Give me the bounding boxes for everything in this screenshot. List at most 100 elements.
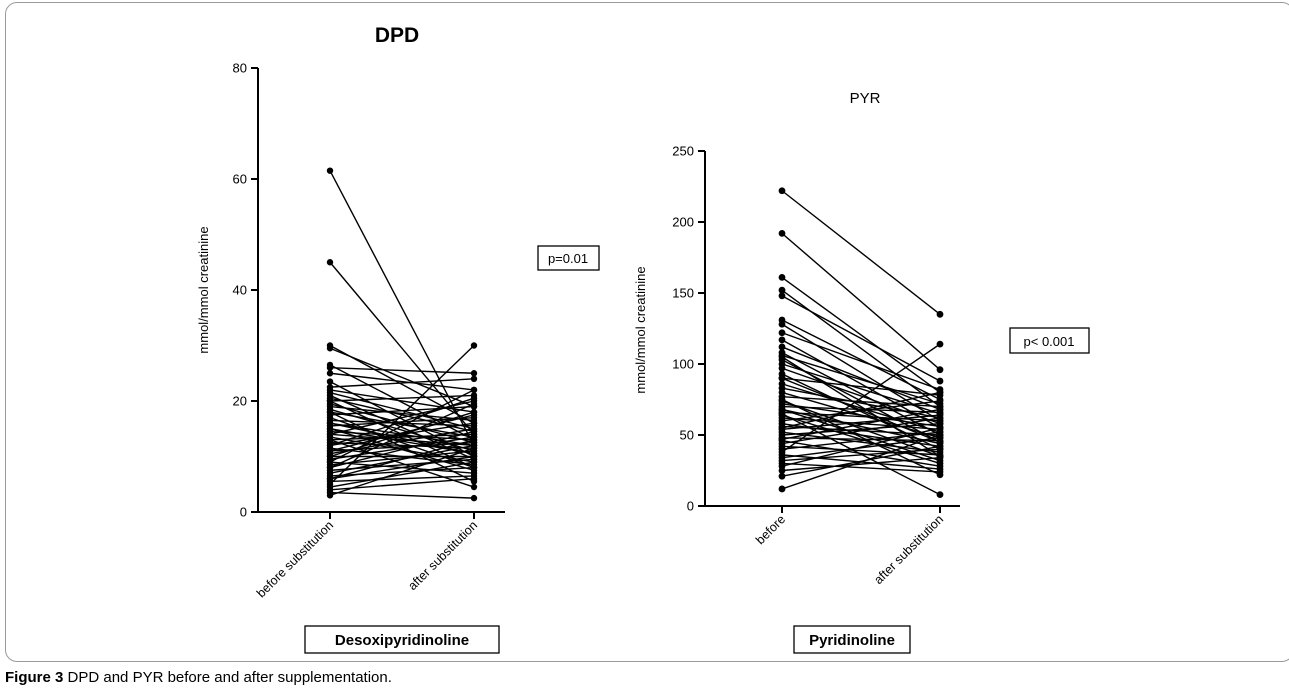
dpd-before-point bbox=[326, 345, 334, 352]
dpd-pair-line bbox=[329, 450, 475, 466]
dpd-before-point bbox=[326, 420, 334, 427]
dpd-pair-line bbox=[329, 414, 475, 452]
dpd-pair-line bbox=[329, 461, 475, 488]
dpd-pair-line bbox=[329, 389, 475, 463]
dpd-x-category-label: after substitution bbox=[405, 518, 480, 593]
pyr-pair-line bbox=[781, 411, 941, 422]
dpd-after-point bbox=[470, 478, 478, 485]
pyr-after-point bbox=[936, 414, 944, 422]
pyr-y-tick-label: 100 bbox=[672, 357, 694, 372]
pyr-x-category-label: before bbox=[753, 512, 788, 547]
dpd-p-value-box: p=0.01 bbox=[537, 245, 600, 271]
pyr-before-point bbox=[778, 329, 786, 337]
dpd-pair-line bbox=[329, 419, 475, 427]
pyr-pair-lines bbox=[781, 190, 941, 496]
pyr-pair-line bbox=[781, 319, 941, 401]
pyr-pair-line bbox=[781, 408, 941, 440]
dpd-y-tick-label: 40 bbox=[233, 283, 247, 298]
dpd-before-point bbox=[326, 475, 334, 482]
dpd-p-value-frame bbox=[537, 245, 600, 271]
dpd-pair-line bbox=[329, 367, 475, 374]
dpd-pair-line bbox=[329, 400, 475, 469]
pyr-y-axis-label: mmol/mmol creatinine bbox=[633, 266, 648, 393]
dpd-after-point bbox=[470, 442, 478, 449]
pyr-group-label: Pyridinoline bbox=[809, 632, 895, 649]
dpd-y-tick-label: 60 bbox=[233, 172, 247, 187]
pyr-p-value-box: p< 0.001 bbox=[1009, 327, 1090, 354]
pyr-pair-line bbox=[781, 352, 941, 436]
pyr-pair-line bbox=[781, 332, 941, 391]
dpd-before-point bbox=[326, 259, 334, 266]
pyr-y-tick-label: 50 bbox=[680, 428, 694, 443]
dpd-pair-line bbox=[329, 455, 475, 480]
pyr-pair-line bbox=[781, 387, 941, 419]
dpd-pair-line bbox=[329, 439, 475, 480]
dpd-before-point bbox=[326, 167, 334, 174]
dpd-pair-line bbox=[329, 439, 475, 488]
caption-text: DPD and PYR before and after supplementa… bbox=[67, 669, 392, 686]
pyr-pair-line bbox=[781, 445, 941, 456]
dpd-after-point bbox=[470, 342, 478, 349]
pyr-pair-line bbox=[781, 434, 941, 490]
pyr-before-point bbox=[778, 353, 786, 361]
dpd-before-point bbox=[326, 447, 334, 455]
dpd-after-point bbox=[470, 420, 478, 427]
dpd-chart: DPD mmol/mmol creatinine 0 20 40 60 80 before… bbox=[196, 24, 600, 654]
dpd-pair-line bbox=[329, 416, 475, 469]
pyr-pair-line bbox=[781, 295, 941, 382]
pyr-pair-line bbox=[781, 462, 941, 473]
pyr-pair-line bbox=[781, 276, 941, 393]
pyr-y-tick-label: 250 bbox=[672, 144, 694, 159]
pyr-before-point bbox=[778, 320, 786, 328]
dpd-pair-line bbox=[329, 422, 475, 455]
dpd-after-point bbox=[470, 464, 478, 471]
dpd-pair-line bbox=[329, 394, 475, 402]
pyr-after-point bbox=[936, 471, 944, 479]
dpd-pair-line bbox=[329, 405, 475, 416]
pyr-pair-line bbox=[781, 457, 941, 472]
pyr-before-point bbox=[778, 229, 786, 237]
dpd-y-tick-label: 20 bbox=[233, 394, 247, 409]
pyr-points bbox=[778, 187, 944, 499]
dpd-pair-line bbox=[329, 433, 475, 441]
figure-frame bbox=[5, 2, 1289, 662]
pyr-pair-line bbox=[781, 190, 941, 315]
pyr-y-tick-label: 200 bbox=[672, 215, 694, 230]
dpd-pair-line bbox=[329, 441, 475, 449]
dpd-after-point bbox=[470, 494, 478, 502]
dpd-pair-line bbox=[329, 344, 475, 485]
dpd-before-point bbox=[326, 378, 334, 385]
pyr-after-point bbox=[936, 438, 944, 446]
pyr-pair-line bbox=[781, 417, 941, 445]
pyr-chart-title: PYR bbox=[850, 90, 881, 107]
pyr-pair-line bbox=[781, 395, 941, 408]
dpd-pair-line bbox=[329, 491, 475, 499]
dpd-pair-line bbox=[329, 411, 475, 483]
dpd-before-point bbox=[326, 397, 334, 405]
pyr-after-point bbox=[936, 397, 944, 405]
dpd-after-point bbox=[470, 370, 478, 377]
dpd-after-point bbox=[470, 428, 478, 435]
dpd-points bbox=[326, 167, 478, 502]
dpd-pair-line bbox=[329, 405, 475, 422]
figure-caption: Figure 3 DPD and PYR before and after su… bbox=[5, 669, 392, 686]
pyr-pair-line bbox=[781, 356, 941, 457]
pyr-p-value-frame bbox=[1009, 327, 1090, 354]
pyr-after-point bbox=[936, 340, 944, 348]
dpd-x-category-label: before substitution bbox=[254, 518, 336, 600]
pyr-before-point bbox=[778, 467, 786, 474]
dpd-after-point bbox=[470, 483, 478, 491]
dpd-before-point bbox=[326, 436, 334, 444]
dpd-after-point bbox=[470, 450, 478, 457]
pyr-pair-line bbox=[781, 408, 941, 445]
dpd-y-tick-label: 0 bbox=[240, 505, 247, 520]
dpd-after-point bbox=[470, 436, 478, 444]
pyr-group-label-box: Pyridinoline bbox=[793, 625, 911, 654]
figure-canvas: DPD mmol/mmol creatinine 0 20 40 60 80 before… bbox=[196, 24, 1090, 654]
pyr-group-label-frame bbox=[793, 625, 911, 654]
pyr-pair-line bbox=[781, 422, 941, 436]
pyr-pair-line bbox=[781, 354, 941, 405]
pyr-pair-line bbox=[781, 400, 941, 457]
pyr-after-point bbox=[936, 366, 944, 374]
dpd-after-point bbox=[470, 395, 478, 402]
